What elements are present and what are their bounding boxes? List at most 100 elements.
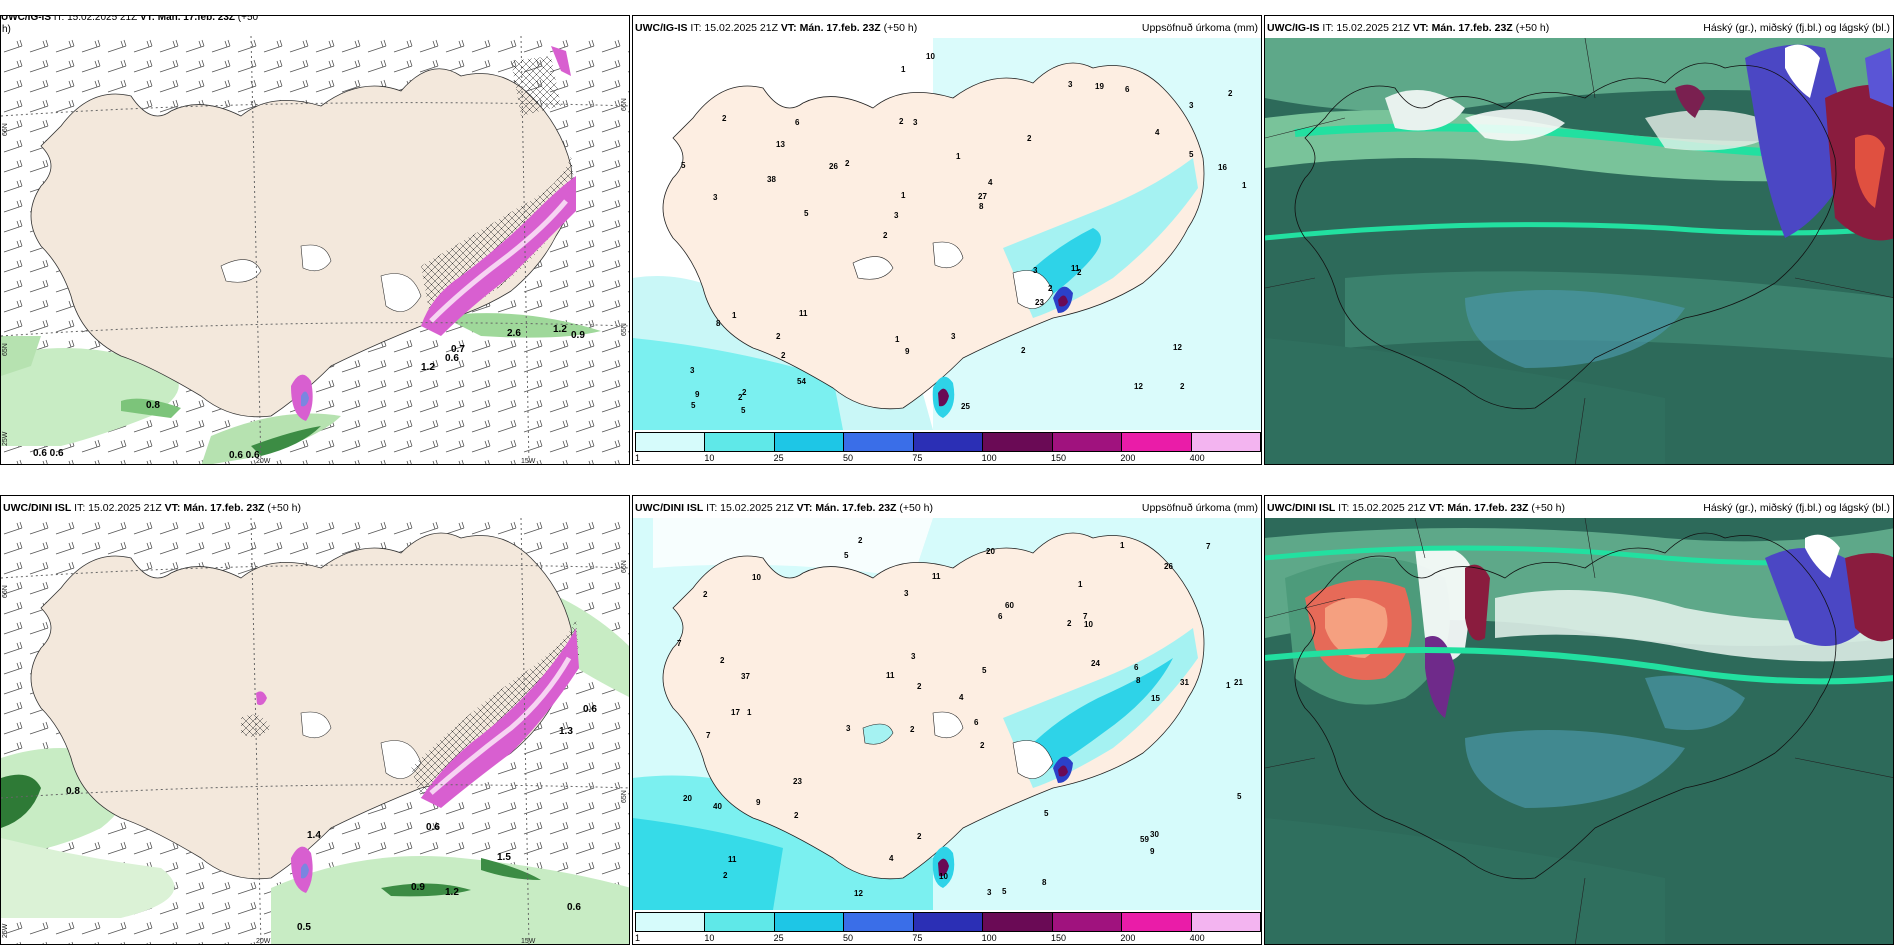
precip-value: 5: [1189, 150, 1194, 159]
precip-value: 16: [1218, 163, 1227, 172]
precip-value: 2: [781, 351, 786, 360]
panel-title: UWC/IG-IS IT: 15.02.2025 21Z VT: Mán. 17…: [1267, 22, 1550, 34]
precip-value: 3: [894, 211, 899, 220]
precip-value: 1: [901, 191, 906, 200]
wind-panel-top: UWC/IG-IS IT: 15.02.2025 21Z VT: Mán. 17…: [0, 15, 630, 465]
precip-value: 3: [951, 332, 956, 341]
colorbar-label: 25: [773, 453, 784, 463]
wind-map-svg: 0.8 0.6 1.3 0.6 1.5 0.9 1.2 0.6 0.5 1.4 …: [1, 518, 629, 944]
precip-value: 3: [1189, 101, 1194, 110]
wind-value: 0.6: [583, 704, 597, 715]
colorbar-label: 10: [704, 933, 715, 943]
precip-value: 2: [776, 332, 781, 341]
panel-title: UWC/DINI ISL IT: 15.02.2025 21Z VT: Mán.…: [1267, 502, 1565, 514]
precip-value: 8: [716, 319, 721, 328]
precip-value: 1: [747, 708, 752, 717]
precip-value: 37: [741, 672, 750, 681]
precip-value: 3: [846, 724, 851, 733]
axis-label: 65N: [2, 343, 9, 356]
precip-value: 6: [795, 118, 800, 127]
precip-value: 23: [793, 777, 802, 786]
precip-value: 5: [691, 401, 696, 410]
precip-value: 30: [1150, 830, 1159, 839]
precip-panel-top: UWC/IG-IS IT: 15.02.2025 21Z VT: Mán. 17…: [632, 15, 1262, 465]
wind-panel-bottom: UWC/DINI ISL IT: 15.02.2025 21Z VT: Mán.…: [0, 495, 630, 945]
colorbar-label: 50: [843, 453, 854, 463]
panel-variable-label: Háský (gr.), miðský (fj.bl.) og lágský (…: [1703, 22, 1890, 34]
precip-value: 2: [980, 741, 985, 750]
precip-value: 3: [987, 888, 992, 897]
precip-value: 9: [756, 798, 761, 807]
precip-value: 11: [886, 671, 895, 680]
precip-value: 7: [677, 639, 682, 648]
wind-value: 0.8: [66, 786, 80, 797]
precip-value: 4: [1155, 128, 1160, 137]
precip-value: 2: [883, 231, 888, 240]
wind-map: 0.8 0.6 0.6 0.6 0.6 0.9 1.2 2.6 0.7 1.2 …: [1, 36, 629, 465]
precip-value: 15: [1151, 694, 1160, 703]
precip-value: 10: [926, 52, 935, 61]
precip-value: 4: [959, 693, 964, 702]
precip-value: 5: [741, 406, 746, 415]
precip-value: 2: [742, 388, 747, 397]
cloud-map: [1265, 38, 1893, 464]
precip-value: 6: [974, 718, 979, 727]
precip-value: 31: [1180, 678, 1189, 687]
wind-value: 0.7: [451, 344, 465, 355]
colorbar-swatch: [1122, 913, 1192, 931]
colorbar-swatch: [1052, 913, 1123, 931]
axis-label: 66N: [2, 585, 9, 598]
precip-value: 3: [904, 589, 909, 598]
precip-value: 7: [706, 731, 711, 740]
precip-value: 3: [713, 193, 718, 202]
wind-value: 1.3: [559, 726, 573, 737]
precip-value: 6: [998, 612, 1003, 621]
precip-value: 26: [1164, 562, 1173, 571]
precip-value: 5: [681, 161, 686, 170]
precip-value: 4: [988, 178, 993, 187]
cloud-map: [1265, 518, 1893, 944]
precip-value: 1: [901, 65, 906, 74]
precip-map-svg: 2332222112323422113531163111212112526382…: [633, 38, 1261, 430]
precip-value: 3: [1033, 266, 1038, 275]
wind-value: 0.9: [411, 882, 425, 893]
precip-value: 12: [1134, 382, 1143, 391]
colorbar-swatch: [913, 433, 984, 451]
colorbar-swatch: [774, 433, 845, 451]
colorbar-swatch: [983, 913, 1053, 931]
colorbar-label: 150: [1051, 933, 1067, 943]
colorbar-swatch: [1122, 433, 1192, 451]
axis-label: 65N: [621, 790, 628, 803]
axis-label: 15W: [521, 458, 536, 465]
precip-value: 2: [1027, 134, 1032, 143]
precip-value: 2: [1077, 268, 1082, 277]
panel-title: UWC/IG-IS IT: 15.02.2025 21Z VT: Mán. 17…: [1, 15, 259, 23]
precip-value: 2: [1180, 382, 1185, 391]
wind-value: 0.6: [426, 822, 440, 833]
precip-value: 3: [690, 366, 695, 375]
precip-value: 4: [889, 854, 894, 863]
precip-value: 1: [1078, 580, 1083, 589]
wind-value: 1.2: [445, 887, 459, 898]
wind-value: 0.6: [567, 902, 581, 913]
panel-title: UWC/DINI ISL IT: 15.02.2025 21Z VT: Mán.…: [635, 502, 933, 514]
wind-value: 0.9: [571, 330, 585, 341]
precip-value: 2: [910, 725, 915, 734]
colorbar-label: 1: [635, 933, 641, 943]
precip-value: 1: [1226, 681, 1231, 690]
colorbar-swatch: [844, 913, 914, 931]
wind-value: 0.6 0.6: [229, 450, 260, 461]
colorbar-label: 1: [635, 453, 641, 463]
precip-map: 2 3 3 2 2 2 2 1 1 2 3 2 3 4 2 2 1 1 3 5 3 1 1 6 3 11 12 12 11 25 26 38 2…: [633, 38, 1261, 430]
colorbar-swatch: [913, 913, 984, 931]
colorbar-label: 50: [843, 933, 854, 943]
precip-value: 2: [738, 393, 743, 402]
precip-value: 20: [683, 794, 692, 803]
precip-value: 25: [961, 402, 970, 411]
precip-value: 19: [1095, 82, 1104, 91]
colorbar-swatch: [1191, 433, 1260, 451]
precip-value: 8: [1136, 676, 1141, 685]
colorbar-label: 400: [1189, 933, 1205, 943]
precip-value: 3: [911, 652, 916, 661]
wind-value: 1.5: [497, 852, 511, 863]
